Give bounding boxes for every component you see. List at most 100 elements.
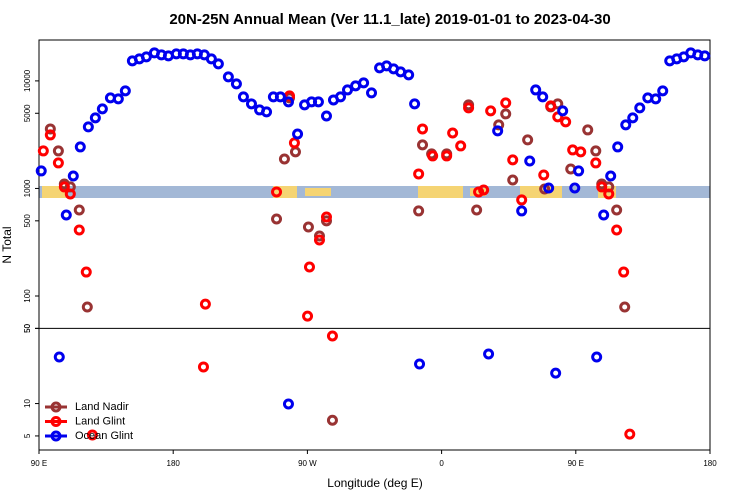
point	[199, 298, 211, 310]
point	[73, 204, 85, 216]
point	[44, 129, 56, 141]
point	[611, 204, 623, 216]
point	[507, 174, 519, 186]
x-tick-label: 90 E	[568, 459, 584, 468]
point	[603, 188, 615, 200]
point	[471, 204, 483, 216]
x-tick-label: 0	[439, 459, 444, 468]
point	[313, 234, 325, 246]
point	[245, 98, 257, 110]
point	[271, 213, 283, 225]
point	[485, 105, 497, 117]
point	[326, 414, 338, 426]
y-tick-label: 5000	[23, 104, 32, 122]
point	[545, 100, 557, 112]
x-tick-label: 90 E	[31, 459, 47, 468]
y-tick-label: 5	[23, 433, 32, 438]
point	[292, 128, 304, 140]
point	[67, 170, 79, 182]
y-tick-label: 10	[23, 399, 32, 408]
point	[582, 124, 594, 136]
point	[320, 215, 332, 227]
legend-marker	[50, 430, 62, 442]
point	[493, 119, 505, 131]
point	[271, 186, 283, 198]
point	[427, 150, 439, 162]
point	[417, 139, 429, 151]
point	[455, 140, 467, 152]
point	[86, 429, 98, 441]
point	[53, 351, 65, 363]
point	[538, 169, 550, 181]
plot-frame	[38, 39, 711, 451]
point	[52, 157, 64, 169]
point	[74, 141, 86, 153]
legend-label: Land Nadir	[75, 401, 129, 413]
point	[650, 93, 662, 105]
point	[320, 110, 332, 122]
point	[222, 71, 234, 83]
point	[73, 224, 85, 236]
point	[516, 205, 528, 217]
point	[413, 168, 425, 180]
point	[598, 209, 610, 221]
x-tick-label: 180	[167, 459, 181, 468]
point	[140, 51, 152, 63]
point	[44, 123, 56, 135]
point	[366, 87, 378, 99]
point	[237, 91, 249, 103]
point	[82, 121, 94, 133]
point	[313, 230, 325, 242]
point	[596, 181, 608, 193]
point	[80, 266, 92, 278]
point	[52, 145, 64, 157]
point	[358, 77, 370, 89]
point	[627, 112, 639, 124]
point	[591, 351, 603, 363]
point	[524, 155, 536, 167]
point	[634, 102, 646, 114]
point	[618, 266, 630, 278]
point	[197, 361, 209, 373]
point	[447, 127, 459, 139]
y-axis-label: N Total	[0, 226, 14, 263]
point	[289, 146, 301, 158]
x-tick-label: 180	[703, 459, 717, 468]
point	[624, 428, 636, 440]
point	[530, 84, 542, 96]
point	[414, 358, 426, 370]
point	[557, 105, 569, 117]
point	[516, 194, 528, 206]
y-tick-label: 50	[23, 323, 32, 332]
point	[96, 103, 108, 115]
point	[441, 150, 453, 162]
point	[543, 182, 555, 194]
point	[611, 224, 623, 236]
point	[500, 97, 512, 109]
point	[500, 108, 512, 120]
point	[335, 91, 347, 103]
point	[575, 146, 587, 158]
point	[326, 330, 338, 342]
point	[522, 134, 534, 146]
point	[413, 205, 425, 217]
point	[119, 85, 131, 97]
point	[550, 367, 562, 379]
point	[37, 145, 49, 157]
point	[312, 96, 324, 108]
point	[560, 116, 572, 128]
point	[612, 141, 624, 153]
point	[478, 184, 490, 196]
point	[278, 153, 290, 165]
point	[230, 78, 242, 90]
point	[58, 181, 70, 193]
point	[35, 165, 47, 177]
chart-title: 20N-25N Annual Mean (Ver 11.1_late) 2019…	[169, 11, 610, 28]
point	[590, 157, 602, 169]
point	[417, 123, 429, 135]
point	[261, 106, 273, 118]
point	[590, 145, 602, 157]
y-tick-label: 100	[23, 289, 32, 303]
point	[302, 221, 314, 233]
